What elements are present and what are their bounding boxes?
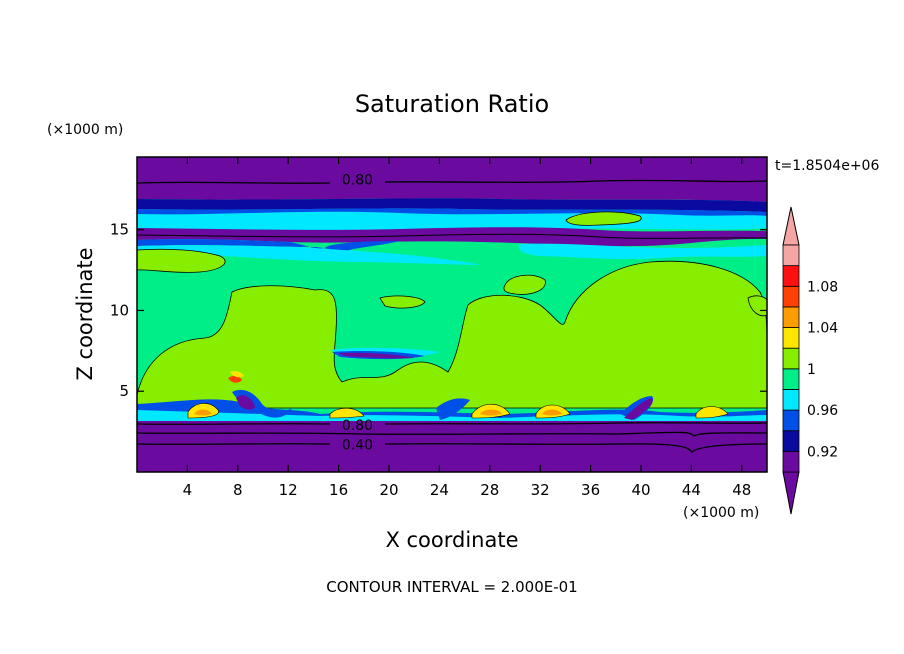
colorbar-band <box>782 409 800 432</box>
colorbar-tick-label: 1.08 <box>807 279 838 295</box>
colorbar-tick-label: 0.96 <box>807 403 838 419</box>
y-axis: 5 10 15 <box>110 221 767 400</box>
x-tick-label: 36 <box>581 481 600 499</box>
x-tick-label: 8 <box>233 481 243 499</box>
x-tick-label: 28 <box>480 481 499 499</box>
colorbar-band <box>782 389 800 411</box>
time-label: t=1.8504e+06 <box>775 158 879 174</box>
supersat-speckle <box>228 375 242 383</box>
supersat-core-3 <box>480 409 502 416</box>
colorbar-band <box>782 347 800 370</box>
supersat-speckle-2 <box>230 371 244 378</box>
supersat-blob-5 <box>695 406 729 419</box>
colorbar-band <box>782 450 800 473</box>
x-tick-label: 12 <box>279 481 298 499</box>
x-tick-label: 44 <box>682 481 701 499</box>
upper-moist-patch-2 <box>565 211 642 226</box>
x-tick-label: 40 <box>631 481 650 499</box>
x-tick-label: 20 <box>379 481 398 499</box>
contour-interval-text: CONTOUR INTERVAL = 2.000E-01 <box>326 578 577 596</box>
x-tick-label: 4 <box>183 481 193 499</box>
contour-labels: 0.80 0.80 0.40 <box>342 173 373 454</box>
x-tick-label: 16 <box>329 481 348 499</box>
lower-moist-region <box>137 260 767 409</box>
colorbar-band <box>782 368 800 390</box>
lower-dry-layer <box>137 421 767 472</box>
x-unit-label: (×1000 m) <box>683 505 759 521</box>
contour-line-tropopause <box>137 233 767 239</box>
y-axis-title: Z coordinate <box>73 247 97 380</box>
x-axis-title: X coordinate <box>385 528 518 552</box>
contour-line-040-lower <box>137 443 767 453</box>
purple-streak-1 <box>338 352 415 359</box>
colorbar-tick-label: 1 <box>807 362 816 378</box>
upper-moist-patch-3 <box>503 274 546 295</box>
y-tick-label: 15 <box>110 221 129 239</box>
colorbar-band <box>782 306 800 328</box>
colorbar: 0.92 0.96 1 1.04 1.08 <box>782 206 838 515</box>
contour-line-060-lower <box>137 431 767 437</box>
contour-field <box>137 157 767 472</box>
contour-label: 0.80 <box>342 173 373 189</box>
y-unit-label: (×1000 m) <box>47 122 123 138</box>
plot-frame <box>136 156 768 473</box>
colorbar-tick-label: 1.04 <box>807 321 838 337</box>
y-tick-label: 5 <box>119 382 129 400</box>
x-tick-label: 32 <box>531 481 550 499</box>
x-tick-label: 48 <box>732 481 751 499</box>
x-axis: 4 8 12 16 20 24 28 32 36 40 44 48 <box>183 157 751 499</box>
colorbar-tick-label: 0.92 <box>807 444 838 460</box>
colorbar-band <box>782 430 800 452</box>
chart-title: Saturation Ratio <box>355 90 549 118</box>
colorbar-band <box>782 244 800 267</box>
blue-tail-2 <box>436 398 470 420</box>
contour-label: 0.40 <box>342 438 373 454</box>
supersat-core-4 <box>542 409 562 416</box>
purple-tail-1 <box>624 398 653 420</box>
contour-line-upper <box>137 179 767 184</box>
contour-label: 0.80 <box>342 418 373 434</box>
tropopause-purple-band <box>137 227 767 247</box>
contour-line-080-lower <box>137 422 767 425</box>
y-tick-label: 10 <box>110 301 129 319</box>
colorbar-under-arrow <box>782 471 800 515</box>
upper-dry-layer <box>137 157 767 202</box>
moist-blob-1 <box>379 295 426 309</box>
upper-dark-blue-band <box>137 198 767 212</box>
supersat-blob-2 <box>329 407 365 419</box>
lower-cyan-band <box>137 410 767 423</box>
colorbar-over-arrow <box>782 206 800 246</box>
x-tick-label: 24 <box>430 481 449 499</box>
supersat-core-1 <box>194 409 212 416</box>
upper-moist-patch-1 <box>137 248 226 273</box>
purple-tail-2 <box>236 395 255 410</box>
colorbar-band <box>782 285 800 308</box>
upper-cyan-patch <box>518 243 767 260</box>
colorbar-band <box>782 327 800 349</box>
tropopause-cyan-wisps <box>137 245 480 265</box>
colorbar-band <box>782 265 800 287</box>
